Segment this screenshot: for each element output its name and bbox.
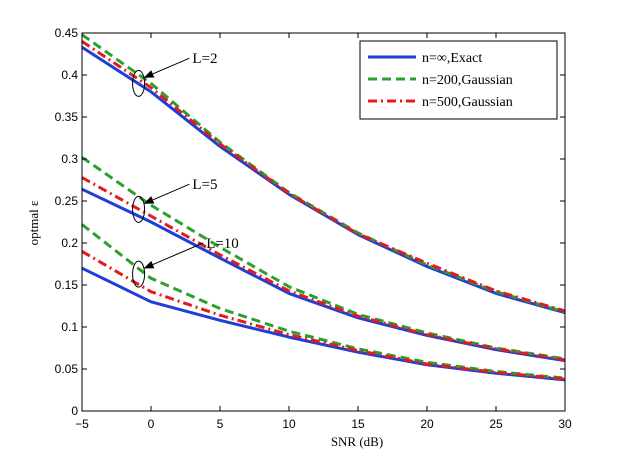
y-tick-label: 0.35 (55, 110, 79, 124)
x-tick-label: 20 (420, 417, 434, 431)
series-line-L2-2 (81, 40, 566, 313)
y-tick-label: 0 (71, 404, 78, 418)
y-axis-label: optmal ε (26, 200, 41, 245)
x-tick-label: 5 (217, 417, 224, 431)
group-ellipse (132, 195, 146, 223)
y-tick-label: 0.45 (55, 26, 79, 40)
tick-layer: −5 0 5 10 15 20 25 3000.050.10.150.20.250.30.35… (55, 26, 572, 431)
x-tick-label: −5 (75, 417, 89, 431)
series-layer (81, 33, 566, 382)
group-arrow (143, 242, 204, 269)
x-axis-label: SNR (dB) (331, 434, 383, 449)
group-label: L=10 (206, 236, 239, 252)
y-tick-label: 0.3 (61, 152, 78, 166)
x-tick-label: 25 (489, 417, 503, 431)
legend: n=∞,Exact n=200,Gaussian n=500,Gaussian (359, 40, 558, 120)
y-tick-label: 0.25 (55, 194, 79, 208)
legend-box (359, 40, 558, 120)
x-tick-label: 15 (351, 417, 365, 431)
group-label: L=2 (192, 51, 217, 67)
legend-label: n=200,Gaussian (422, 73, 513, 88)
legend-label: n=∞,Exact (422, 51, 482, 66)
series-line-L10-2 (81, 250, 566, 381)
group-ellipse (132, 260, 146, 288)
series-line-L5-2 (81, 176, 566, 362)
y-tick-label: 0.4 (61, 68, 78, 82)
group-label: L=5 (192, 177, 217, 193)
y-tick-label: 0.1 (61, 320, 78, 334)
annotation-layer: L=2 L=5 L=10 (132, 51, 239, 288)
x-tick-label: 30 (558, 417, 572, 431)
y-tick-label: 0.05 (55, 362, 79, 376)
plot-frame (81, 32, 566, 412)
group-arrow (143, 183, 190, 204)
y-tick-label: 0.15 (55, 278, 79, 292)
group-arrow (143, 57, 190, 78)
x-tick-label: 0 (148, 417, 155, 431)
series-line-L2-1 (81, 33, 566, 314)
group-ellipse (132, 69, 146, 97)
y-tick-label: 0.2 (61, 236, 78, 250)
x-tick-label: 10 (282, 417, 296, 431)
legend-label: n=500,Gaussian (422, 95, 513, 110)
